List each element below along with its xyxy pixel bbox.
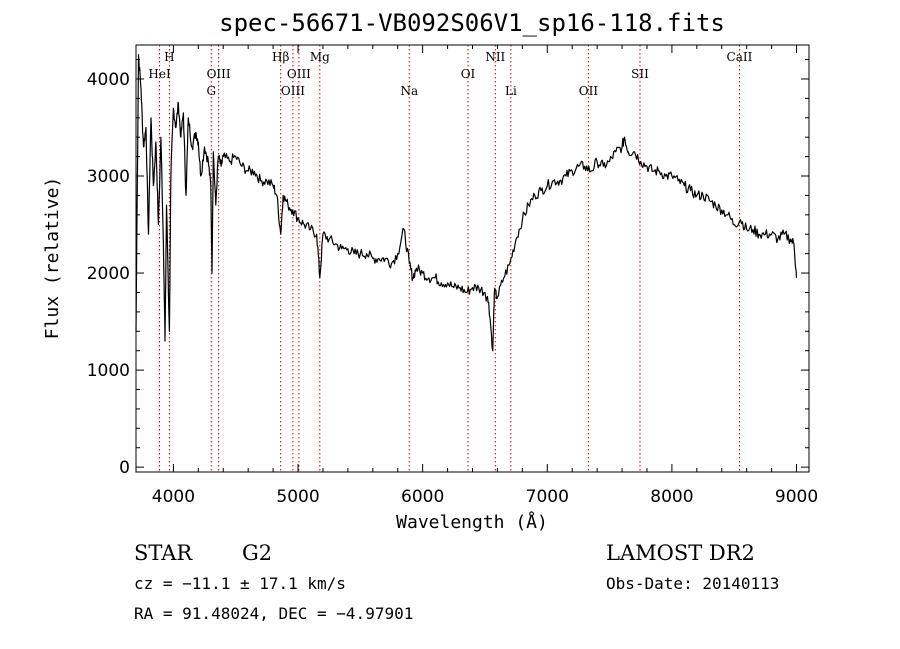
plot-frame bbox=[135, 44, 810, 473]
line-marker-label: Mg bbox=[310, 50, 330, 64]
line-marker-label: OIII bbox=[287, 67, 311, 81]
line-marker-label: Na bbox=[400, 84, 418, 98]
object-type: STAR bbox=[134, 541, 193, 565]
line-marker-label: SII bbox=[631, 67, 649, 81]
x-tick-label: 5000 bbox=[276, 487, 319, 507]
y-tick-label: 1000 bbox=[87, 361, 130, 381]
spectrum-series bbox=[135, 54, 798, 352]
sky-coordinates: RA = 91.48024, DEC = −4.97901 bbox=[134, 604, 413, 623]
x-axis-ticks: 4000 5000 6000 7000 8000 9000 bbox=[152, 45, 818, 507]
y-tick-label: 3000 bbox=[87, 167, 130, 187]
line-marker-label: NII bbox=[485, 50, 505, 64]
survey-name: LAMOST DR2 bbox=[606, 541, 755, 565]
spectral-subclass: G2 bbox=[242, 541, 272, 565]
y-axis-label: Flux (relative) bbox=[42, 177, 63, 340]
y-tick-label: 4000 bbox=[87, 70, 130, 90]
y-tick-label: 2000 bbox=[87, 264, 130, 284]
line-marker-label: OIII bbox=[207, 67, 231, 81]
line-marker-label: CaII bbox=[727, 50, 753, 64]
line-marker-label: Li bbox=[505, 84, 517, 98]
x-tick-label: 8000 bbox=[650, 487, 693, 507]
redshift-velocity: cz = −11.1 ± 17.1 km/s bbox=[134, 574, 346, 593]
line-marker-label: G bbox=[206, 84, 216, 98]
spectrum-line bbox=[135, 54, 798, 352]
x-tick-label: 6000 bbox=[401, 487, 444, 507]
x-tick-label: 9000 bbox=[775, 487, 818, 507]
line-marker-label: H bbox=[164, 50, 174, 64]
y-axis-ticks: 0 1000 2000 3000 4000 bbox=[87, 59, 809, 478]
x-tick-label: 4000 bbox=[152, 487, 195, 507]
line-marker-label: OIII bbox=[281, 84, 305, 98]
y-tick-label: 0 bbox=[119, 458, 130, 478]
spectral-line-markers: HeI H G OIII Hβ OIII OIII Mg Na OI NII Li OII SII CaII bbox=[148, 45, 753, 472]
line-marker-label: HeI bbox=[148, 67, 171, 81]
x-tick-label: 7000 bbox=[526, 487, 569, 507]
line-marker-label: Hβ bbox=[272, 50, 289, 64]
observation-date: Obs-Date: 20140113 bbox=[606, 574, 779, 593]
line-marker-label: OII bbox=[579, 84, 599, 98]
chart-title: spec-56671-VB092S06V1_sp16-118.fits bbox=[219, 9, 725, 37]
line-marker-label: OI bbox=[461, 67, 476, 81]
x-axis-label: Wavelength (Å) bbox=[396, 511, 548, 533]
